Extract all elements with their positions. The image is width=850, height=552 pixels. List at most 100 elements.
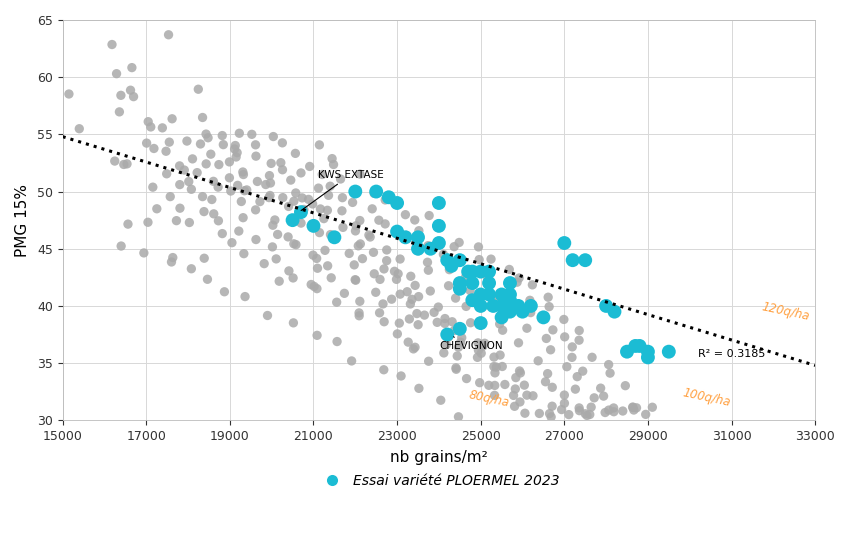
Point [150,204,164,213]
Point [264,191,277,200]
Point [240,185,253,194]
Point [275,139,289,147]
Point [401,338,415,347]
Point [555,405,569,414]
Point [258,259,271,268]
Point [348,261,361,269]
Point [632,342,646,351]
Point [558,238,571,247]
Point [572,326,586,335]
Point [264,179,277,188]
Point [513,367,526,375]
Legend: Essai variété PLOERMEL 2023: Essai variété PLOERMEL 2023 [313,468,565,493]
Point [566,256,580,264]
Point [473,378,486,387]
Point [403,315,416,323]
Point [315,170,329,179]
Point [286,274,300,283]
Point [185,155,199,163]
Point [439,314,452,323]
Point [294,168,308,177]
Point [488,369,502,378]
Point [372,216,386,225]
Point [204,150,218,158]
Point [562,410,575,419]
Point [390,199,404,208]
Point [326,160,340,169]
Point [495,290,508,299]
Point [594,384,608,392]
Point [442,333,456,342]
Point [518,381,531,390]
Point [249,205,263,214]
Point [124,86,138,94]
Point [487,362,501,371]
Point [531,357,545,365]
Point [481,274,495,283]
Point [345,357,359,365]
Point [495,301,508,310]
X-axis label: nb grains/m²: nb grains/m² [390,450,488,465]
Point [438,319,451,328]
Point [282,202,296,211]
Point [460,374,473,383]
Point [337,289,351,298]
Point [302,195,315,204]
Point [324,230,337,239]
Point [353,297,366,306]
Point [112,108,126,116]
Point [267,132,280,141]
Point [578,256,592,264]
Point [645,403,659,412]
Point [144,123,157,131]
Point [251,177,264,186]
Point [166,253,179,262]
Point [394,290,407,299]
Point [282,267,296,275]
Point [495,313,508,322]
Point [453,284,467,293]
Point [404,300,417,309]
Point [377,300,390,309]
Point [274,158,287,167]
Point [336,223,349,232]
Point [146,183,160,192]
Point [466,279,479,288]
Point [287,240,301,248]
Point [373,309,387,317]
Point [450,352,464,360]
Point [212,160,226,169]
Point [264,159,278,168]
Point [245,130,258,139]
Point [607,407,620,416]
Point [310,254,324,263]
Point [266,221,280,230]
Point [496,362,509,371]
Point [474,349,488,358]
Point [502,307,515,316]
Point [602,406,615,415]
Point [512,301,525,310]
Point [313,140,326,149]
Point [445,317,459,326]
Point [482,381,496,390]
Point [399,210,412,219]
Point [162,137,176,146]
Point [516,307,530,316]
Point [455,333,468,342]
Point [546,402,559,411]
Point [120,160,133,168]
Point [573,406,586,415]
Point [122,220,135,229]
Point [117,160,131,169]
Point [474,319,488,327]
Point [598,408,612,417]
Point [412,226,426,235]
Point [369,288,382,297]
Point [200,160,213,168]
Point [215,131,229,140]
Point [539,378,552,386]
Point [212,216,225,225]
Point [259,180,273,189]
Point [303,162,316,171]
